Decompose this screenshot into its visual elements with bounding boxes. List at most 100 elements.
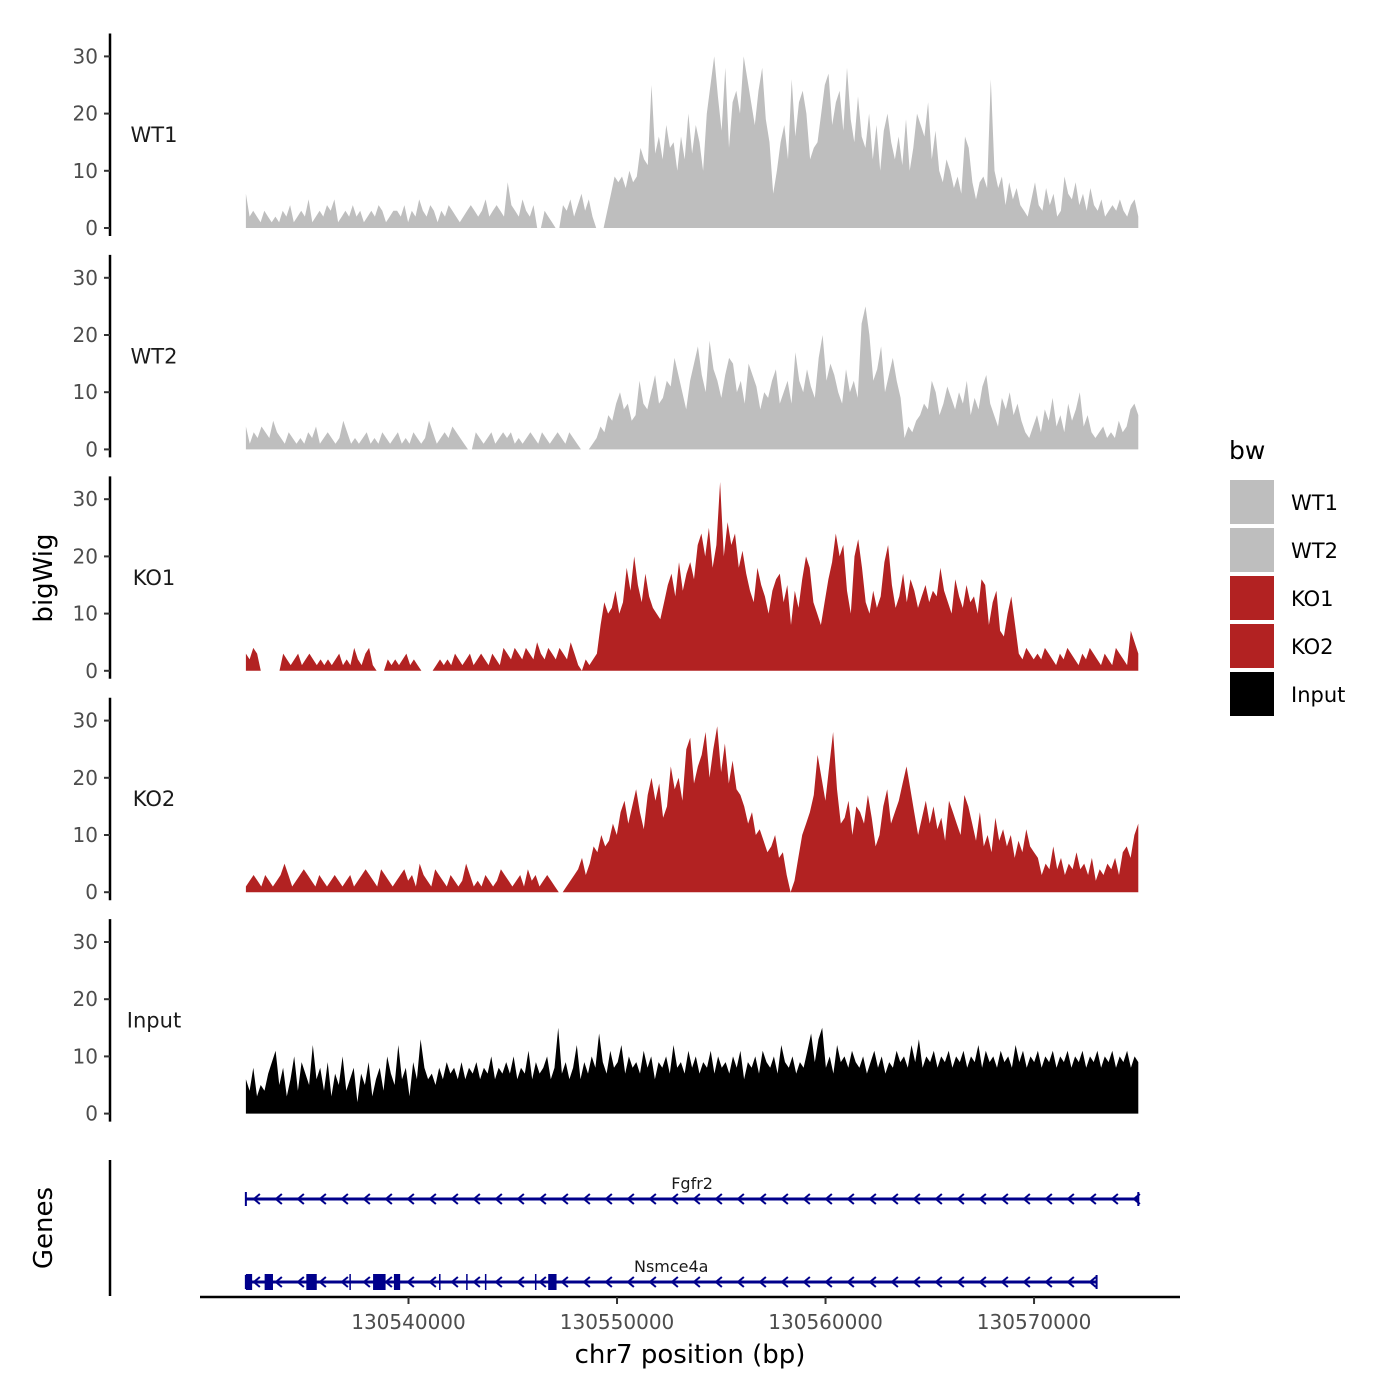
strand-arrow [362, 1276, 371, 1288]
legend-swatch-wt2 [1230, 528, 1274, 572]
y-tick-label: 0 [85, 437, 98, 461]
strand-arrow [934, 1193, 943, 1205]
strand-arrow [978, 1193, 987, 1205]
track-label: KO1 [133, 566, 176, 590]
strand-arrow [1110, 1193, 1119, 1205]
strand-arrow [406, 1276, 415, 1288]
strand-arrow [582, 1193, 591, 1205]
strand-arrow [846, 1193, 855, 1205]
gene-name-label: Nsmce4a [634, 1257, 709, 1276]
strand-arrow [1088, 1276, 1097, 1288]
x-axis: 130540000 130550000 130560000 130570000 chr7… [200, 1295, 1180, 1370]
strand-arrow [274, 1193, 283, 1205]
y-tick-label: 30 [73, 709, 98, 733]
strand-arrow [1066, 1276, 1075, 1288]
gene-fgfr2: Fgfr2 [244, 1174, 1141, 1206]
exon [373, 1274, 386, 1290]
strand-arrow [1132, 1193, 1141, 1205]
y-tick-label: 20 [73, 987, 98, 1011]
strand-arrow [1066, 1193, 1075, 1205]
strand-arrow [296, 1193, 305, 1205]
strand-arrow [1000, 1193, 1009, 1205]
genes-axis-title: Genes [29, 1187, 59, 1269]
strand-arrow [428, 1276, 437, 1288]
strand-arrow [604, 1276, 613, 1288]
y-tick-label: 20 [73, 766, 98, 790]
signal-area-input [245, 1027, 1139, 1114]
y-tick-label: 30 [73, 487, 98, 511]
y-tick-label: 30 [73, 930, 98, 954]
strand-arrow [868, 1193, 877, 1205]
legend-label-wt2: WT2 [1291, 539, 1338, 563]
track-panel-input: 0 10 20 30 Input [73, 919, 1139, 1126]
exon [264, 1274, 273, 1290]
signal-area-wt1 [245, 56, 1139, 229]
strand-arrow [472, 1276, 481, 1288]
strand-arrow [1022, 1276, 1031, 1288]
strand-arrow [758, 1193, 767, 1205]
strand-arrow [890, 1193, 899, 1205]
strand-arrow [736, 1276, 745, 1288]
signal-area-wt2 [245, 306, 1139, 450]
y-tick-label: 30 [73, 266, 98, 290]
strand-arrow [670, 1276, 679, 1288]
y-tick-label: 0 [85, 1102, 98, 1126]
y-tick-label: 20 [73, 544, 98, 568]
x-tick-label: 130570000 [977, 1310, 1092, 1334]
strand-arrow [318, 1193, 327, 1205]
signal-area-ko2 [245, 726, 1139, 893]
strand-arrow [736, 1193, 745, 1205]
strand-arrow [604, 1193, 613, 1205]
legend-label-input: Input [1291, 683, 1345, 707]
legend-title: bw [1229, 436, 1265, 465]
signal-area-ko1 [245, 482, 1139, 671]
strand-arrow [934, 1276, 943, 1288]
track-label: WT1 [131, 123, 178, 147]
strand-arrow [956, 1276, 965, 1288]
y-tick-label: 10 [73, 159, 98, 183]
legend-swatch-ko1 [1230, 576, 1274, 620]
strand-arrow [802, 1276, 811, 1288]
strand-arrow [384, 1193, 393, 1205]
strand-arrow [1088, 1193, 1097, 1205]
track-panel-ko2: 0 10 20 30 KO2 [73, 697, 1139, 904]
x-tick-label: 130540000 [351, 1310, 466, 1334]
strand-arrow [780, 1193, 789, 1205]
strand-arrow [978, 1276, 987, 1288]
strand-arrow [516, 1193, 525, 1205]
y-tick-label: 20 [73, 323, 98, 347]
strand-arrow [956, 1193, 965, 1205]
strand-arrow [626, 1193, 635, 1205]
track-label: WT2 [131, 344, 178, 368]
strand-arrow [252, 1276, 261, 1288]
strand-arrow [1022, 1193, 1031, 1205]
strand-arrow [1044, 1193, 1053, 1205]
strand-arrow [912, 1193, 921, 1205]
strand-arrow [406, 1193, 415, 1205]
strand-arrow [626, 1276, 635, 1288]
y-tick-label: 20 [73, 102, 98, 126]
strand-arrow [472, 1193, 481, 1205]
strand-arrow [1044, 1276, 1053, 1288]
gene-name-label: Fgfr2 [671, 1174, 713, 1193]
strand-arrow [758, 1276, 767, 1288]
strand-arrow [1000, 1276, 1009, 1288]
track-label: Input [127, 1009, 181, 1033]
strand-arrow [648, 1276, 657, 1288]
x-tick-label: 130560000 [768, 1310, 883, 1334]
strand-arrow [846, 1276, 855, 1288]
strand-arrow [714, 1276, 723, 1288]
exon [245, 1274, 253, 1290]
legend-label-ko2: KO2 [1291, 635, 1334, 659]
legend-swatch-input [1230, 672, 1274, 716]
exon [306, 1274, 317, 1290]
y-axis-title: bigWig [29, 533, 59, 622]
strand-arrow [296, 1276, 305, 1288]
y-tick-label: 0 [85, 880, 98, 904]
legend-label-ko1: KO1 [1291, 587, 1334, 611]
strand-arrow [450, 1193, 459, 1205]
strand-arrow [362, 1193, 371, 1205]
y-tick-label: 10 [73, 1044, 98, 1068]
strand-arrow [868, 1276, 877, 1288]
